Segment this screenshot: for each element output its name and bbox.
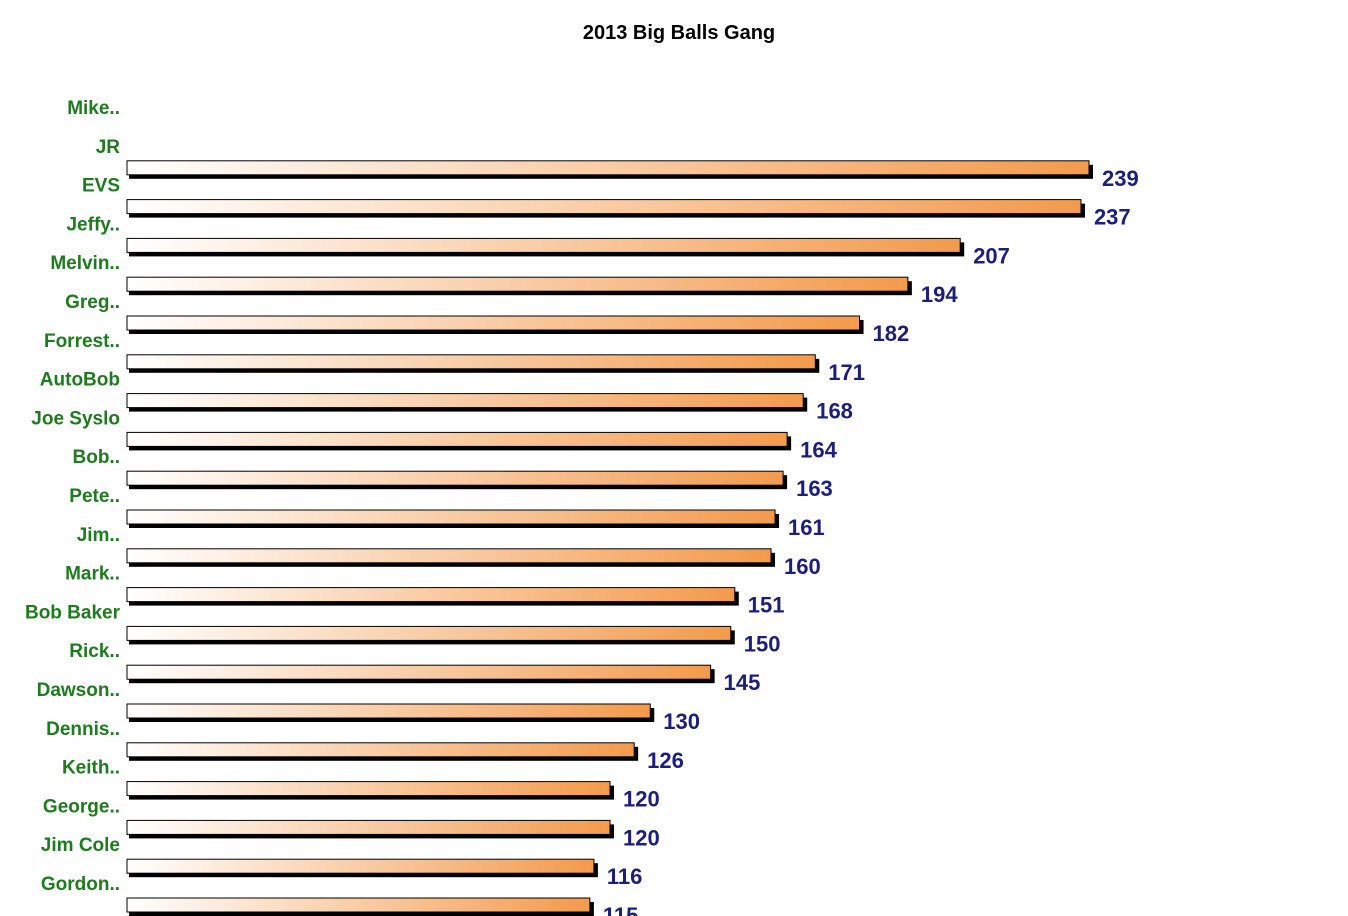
value-label: 161	[788, 515, 825, 540]
bar	[126, 548, 772, 564]
bar	[126, 315, 861, 331]
category-label: Mike..	[67, 98, 120, 119]
value-label: 237	[1094, 205, 1131, 230]
bar	[126, 160, 1090, 176]
value-label: 168	[816, 399, 853, 424]
bar	[126, 237, 961, 253]
value-label: 120	[623, 787, 660, 812]
chart-title: 2013 Big Balls Gang	[582, 22, 776, 44]
bar	[126, 897, 591, 913]
value-label: 171	[828, 360, 865, 385]
value-label: 130	[663, 709, 700, 734]
value-label: 116	[607, 864, 643, 889]
bar	[126, 858, 595, 874]
category-label: Jim..	[77, 525, 120, 546]
bar	[126, 742, 635, 758]
category-label: Greg..	[65, 292, 120, 313]
category-label: Rick..	[69, 641, 120, 662]
bar	[126, 470, 784, 486]
category-label: George..	[43, 796, 120, 817]
category-label: Gordon..	[41, 874, 120, 895]
bar	[126, 431, 788, 447]
bar	[126, 819, 611, 835]
bar	[126, 276, 909, 292]
value-label: 145	[724, 670, 761, 695]
bar	[126, 625, 732, 641]
category-label: Bob..	[73, 447, 121, 468]
bar	[126, 354, 816, 370]
bar	[126, 781, 611, 797]
value-label: 182	[873, 321, 910, 346]
category-label: Bob Baker	[25, 602, 121, 623]
category-label: Pete..	[69, 486, 120, 507]
value-label: 115	[603, 903, 639, 916]
value-label: 239	[1102, 166, 1139, 191]
category-label: Dennis..	[46, 719, 120, 740]
value-label: 207	[973, 243, 1010, 268]
value-label: 164	[800, 437, 837, 462]
category-label: Keith..	[62, 758, 120, 779]
category-label: Jeffy..	[66, 214, 120, 235]
category-label: Forrest..	[44, 331, 120, 352]
value-label: 150	[744, 631, 781, 656]
category-label: Dawson..	[37, 680, 120, 701]
bar	[126, 199, 1082, 215]
category-label: Jim Cole	[41, 835, 120, 856]
value-label: 163	[796, 476, 833, 501]
category-label: EVS	[82, 176, 120, 197]
bar	[126, 509, 776, 525]
category-label: Melvin..	[50, 253, 120, 274]
category-label: Mark..	[65, 564, 120, 585]
value-label: 160	[784, 554, 821, 579]
value-label: 194	[921, 282, 958, 307]
bar	[126, 664, 712, 680]
bar	[126, 587, 736, 603]
category-label: Joe Syslo	[31, 408, 120, 429]
value-label: 120	[623, 825, 660, 850]
bar	[126, 393, 804, 409]
value-label: 126	[647, 748, 684, 773]
bar	[126, 703, 651, 719]
category-label: JR	[96, 137, 121, 158]
value-label: 151	[748, 593, 785, 618]
category-label: AutoBob	[40, 370, 120, 391]
